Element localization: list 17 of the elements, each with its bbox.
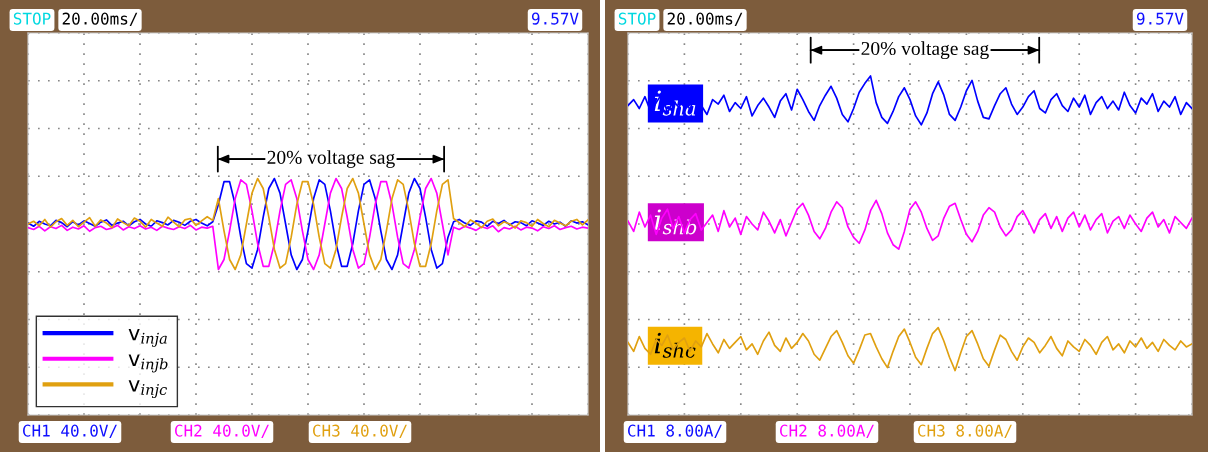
text: CH2 8.00A/ [780, 424, 874, 438]
text: STOP [13, 12, 51, 25]
text: CH3 40.0V/ [313, 424, 407, 438]
text: 9.57V [531, 12, 579, 25]
text: CH2 40.0V/ [175, 424, 269, 438]
text: 20% voltage sag [267, 150, 395, 168]
text: 20.00ms/ [62, 12, 138, 26]
legend-label: v$_{injc}$ [128, 380, 167, 399]
text: 9.57V [1136, 12, 1184, 25]
text: 20% voltage sag [861, 41, 989, 60]
text: CH3 8.00A/ [918, 424, 1012, 438]
legend-label: v$_{injb}$ [128, 354, 168, 373]
text: CH1 40.0V/ [23, 424, 117, 438]
text: CH1 8.00A/ [628, 424, 722, 438]
text: 20.00ms/ [667, 12, 743, 26]
legend-label: v$_{inja}$ [128, 328, 167, 347]
text: STOP [618, 12, 656, 25]
